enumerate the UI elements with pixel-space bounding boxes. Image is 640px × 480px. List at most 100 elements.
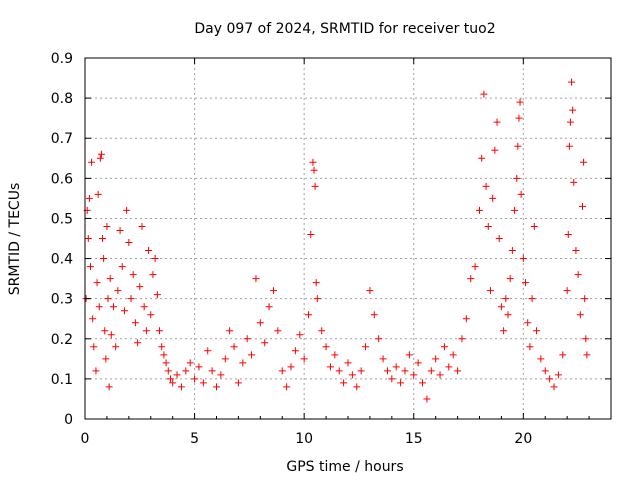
chart-title: Day 097 of 2024, SRMTID for receiver tuo… xyxy=(194,21,495,37)
data-point xyxy=(312,279,320,287)
data-point xyxy=(313,295,321,303)
data-point xyxy=(173,371,181,379)
data-point xyxy=(486,287,494,295)
data-point xyxy=(169,379,177,387)
data-point xyxy=(427,367,435,375)
data-point xyxy=(476,206,483,214)
data-point xyxy=(94,190,102,198)
data-point xyxy=(127,295,135,303)
data-point xyxy=(199,379,207,387)
data-point xyxy=(86,263,94,271)
y-axis-label: SRMTID / TECUs xyxy=(7,183,23,296)
data-point xyxy=(348,371,356,379)
y-tick-label: 0.6 xyxy=(51,171,73,187)
data-point xyxy=(414,359,422,367)
y-tick-label: 0.4 xyxy=(51,252,73,268)
data-point xyxy=(362,343,370,351)
axis-ticks xyxy=(84,57,612,420)
data-point xyxy=(581,295,589,303)
data-point xyxy=(239,359,247,367)
data-point xyxy=(307,230,315,238)
data-point xyxy=(563,287,571,295)
data-point xyxy=(401,367,409,375)
data-point xyxy=(419,379,427,387)
data-point xyxy=(513,174,521,182)
y-tick-label: 0.9 xyxy=(51,51,73,67)
data-point xyxy=(311,182,319,190)
data-point xyxy=(84,235,92,242)
data-point xyxy=(491,146,499,154)
data-point xyxy=(568,78,576,86)
x-tick-label: 10 xyxy=(295,431,313,447)
data-point xyxy=(147,311,155,319)
data-point xyxy=(226,327,234,335)
data-point xyxy=(243,335,251,343)
data-point xyxy=(186,359,194,367)
data-point xyxy=(221,355,229,363)
x-tick-labels: 0 5 10 15 20 xyxy=(81,431,533,447)
data-point xyxy=(493,118,501,126)
data-point xyxy=(467,275,475,283)
data-point xyxy=(478,154,486,162)
data-point xyxy=(265,303,273,311)
data-point xyxy=(305,311,313,319)
data-point xyxy=(291,347,299,355)
data-point xyxy=(489,194,497,202)
y-tick-label: 0.1 xyxy=(51,372,73,388)
data-point xyxy=(129,271,137,279)
data-point xyxy=(90,343,98,351)
data-point xyxy=(528,295,536,303)
data-point xyxy=(261,339,269,347)
data-point xyxy=(100,255,108,263)
data-point xyxy=(230,343,238,351)
data-point xyxy=(136,283,144,291)
data-point xyxy=(436,371,444,379)
data-point xyxy=(85,194,93,202)
data-point xyxy=(570,178,578,186)
data-point xyxy=(287,363,295,371)
data-point xyxy=(89,315,97,323)
data-point xyxy=(164,367,172,375)
data-point xyxy=(454,367,462,375)
data-point xyxy=(217,371,225,379)
data-point xyxy=(564,230,572,238)
data-point xyxy=(118,263,126,271)
data-point xyxy=(340,379,348,387)
data-point xyxy=(388,375,396,383)
data-point xyxy=(96,154,104,162)
data-point xyxy=(353,383,361,391)
data-point xyxy=(256,319,264,327)
data-point xyxy=(309,158,317,166)
data-point xyxy=(151,255,159,263)
data-point xyxy=(526,343,534,351)
data-point xyxy=(112,343,120,351)
data-point xyxy=(482,182,490,190)
data-point xyxy=(252,275,260,283)
data-point xyxy=(357,367,365,375)
data-point xyxy=(107,331,115,339)
data-point xyxy=(93,279,101,287)
data-point xyxy=(449,351,457,359)
data-point xyxy=(517,190,525,198)
data-point xyxy=(160,351,168,359)
data-point xyxy=(191,375,199,383)
data-point xyxy=(462,315,470,323)
data-point xyxy=(195,363,203,371)
data-point xyxy=(296,331,304,339)
data-point xyxy=(445,363,453,371)
data-point xyxy=(508,247,516,255)
data-point xyxy=(583,351,591,359)
data-point xyxy=(138,222,146,230)
data-point xyxy=(397,379,405,387)
data-point xyxy=(106,275,114,283)
data-point xyxy=(504,311,512,319)
data-point xyxy=(524,319,532,327)
data-point xyxy=(208,367,216,375)
data-point xyxy=(156,327,164,335)
data-point xyxy=(559,351,567,359)
data-point xyxy=(506,275,514,283)
x-axis-label: GPS time / hours xyxy=(286,459,403,475)
data-point xyxy=(101,327,109,335)
y-tick-label: 0.2 xyxy=(51,332,73,348)
x-tick-label: 20 xyxy=(514,431,532,447)
